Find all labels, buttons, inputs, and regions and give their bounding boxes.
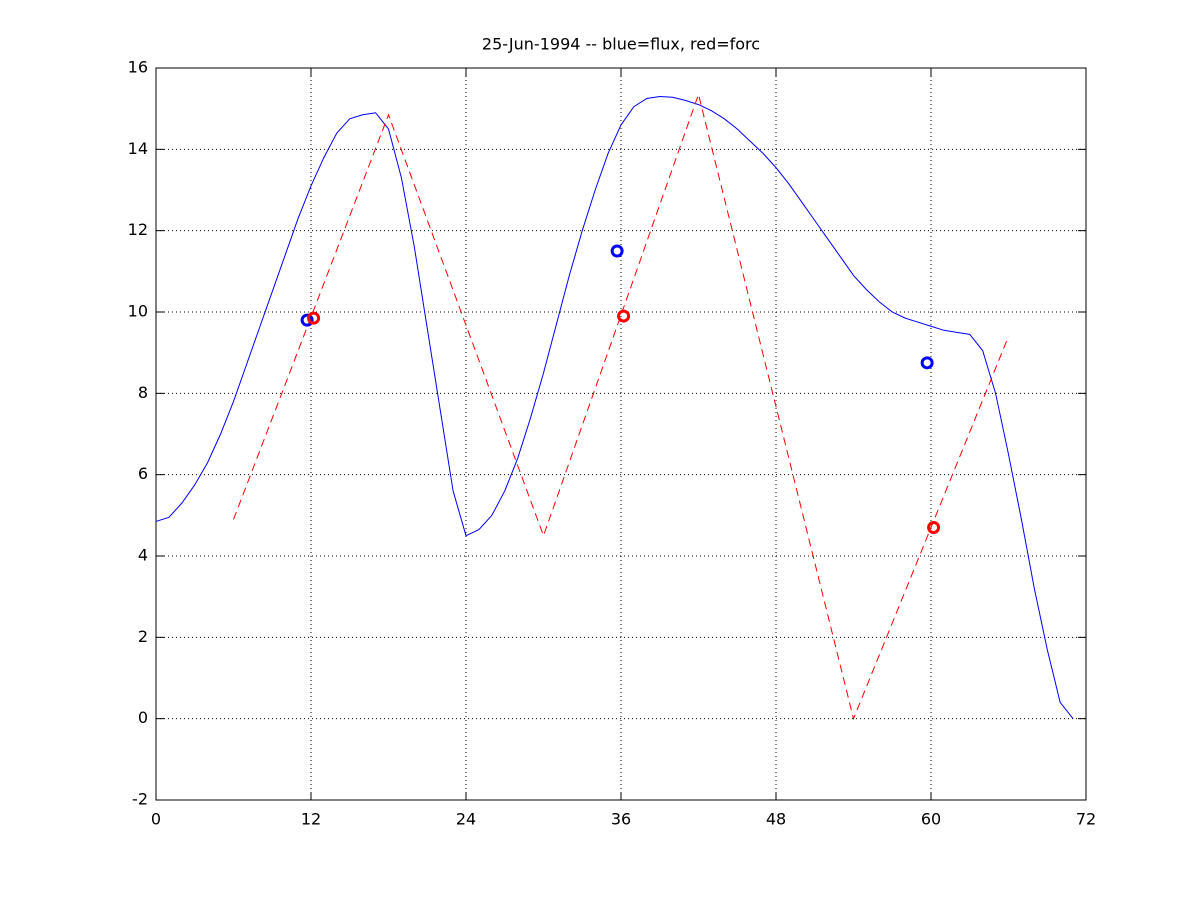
- y-tick-label: 4: [138, 546, 148, 565]
- x-tick-label: 48: [766, 810, 786, 829]
- x-tick-label: 60: [921, 810, 941, 829]
- x-tick-label: 72: [1076, 810, 1096, 829]
- y-tick-label: 0: [138, 708, 148, 727]
- marker: [617, 309, 631, 323]
- series-line: [155, 95, 1074, 719]
- x-tick-label: 24: [456, 810, 476, 829]
- marker: [927, 521, 941, 535]
- marker: [307, 311, 321, 325]
- y-tick-label: 10: [128, 302, 148, 321]
- marker: [920, 356, 934, 370]
- x-tick-label: 12: [301, 810, 321, 829]
- y-tick-label: 16: [128, 58, 148, 77]
- chart-title: 25-Jun-1994 -- blue=flux, red=forc: [482, 35, 760, 54]
- axes-box: [155, 67, 1087, 801]
- marker: [300, 313, 314, 327]
- y-tick-label: 8: [138, 383, 148, 402]
- marker: [610, 244, 624, 258]
- y-tick-label: 6: [138, 464, 148, 483]
- series-line: [233, 92, 1009, 721]
- y-tick-label: 2: [138, 627, 148, 646]
- y-tick-label: 12: [128, 220, 148, 239]
- y-tick-label: 14: [128, 139, 148, 158]
- y-tick-label: -2: [132, 790, 148, 809]
- x-tick-label: 36: [611, 810, 631, 829]
- x-tick-label: 0: [151, 810, 161, 829]
- plot-area: [156, 68, 1086, 800]
